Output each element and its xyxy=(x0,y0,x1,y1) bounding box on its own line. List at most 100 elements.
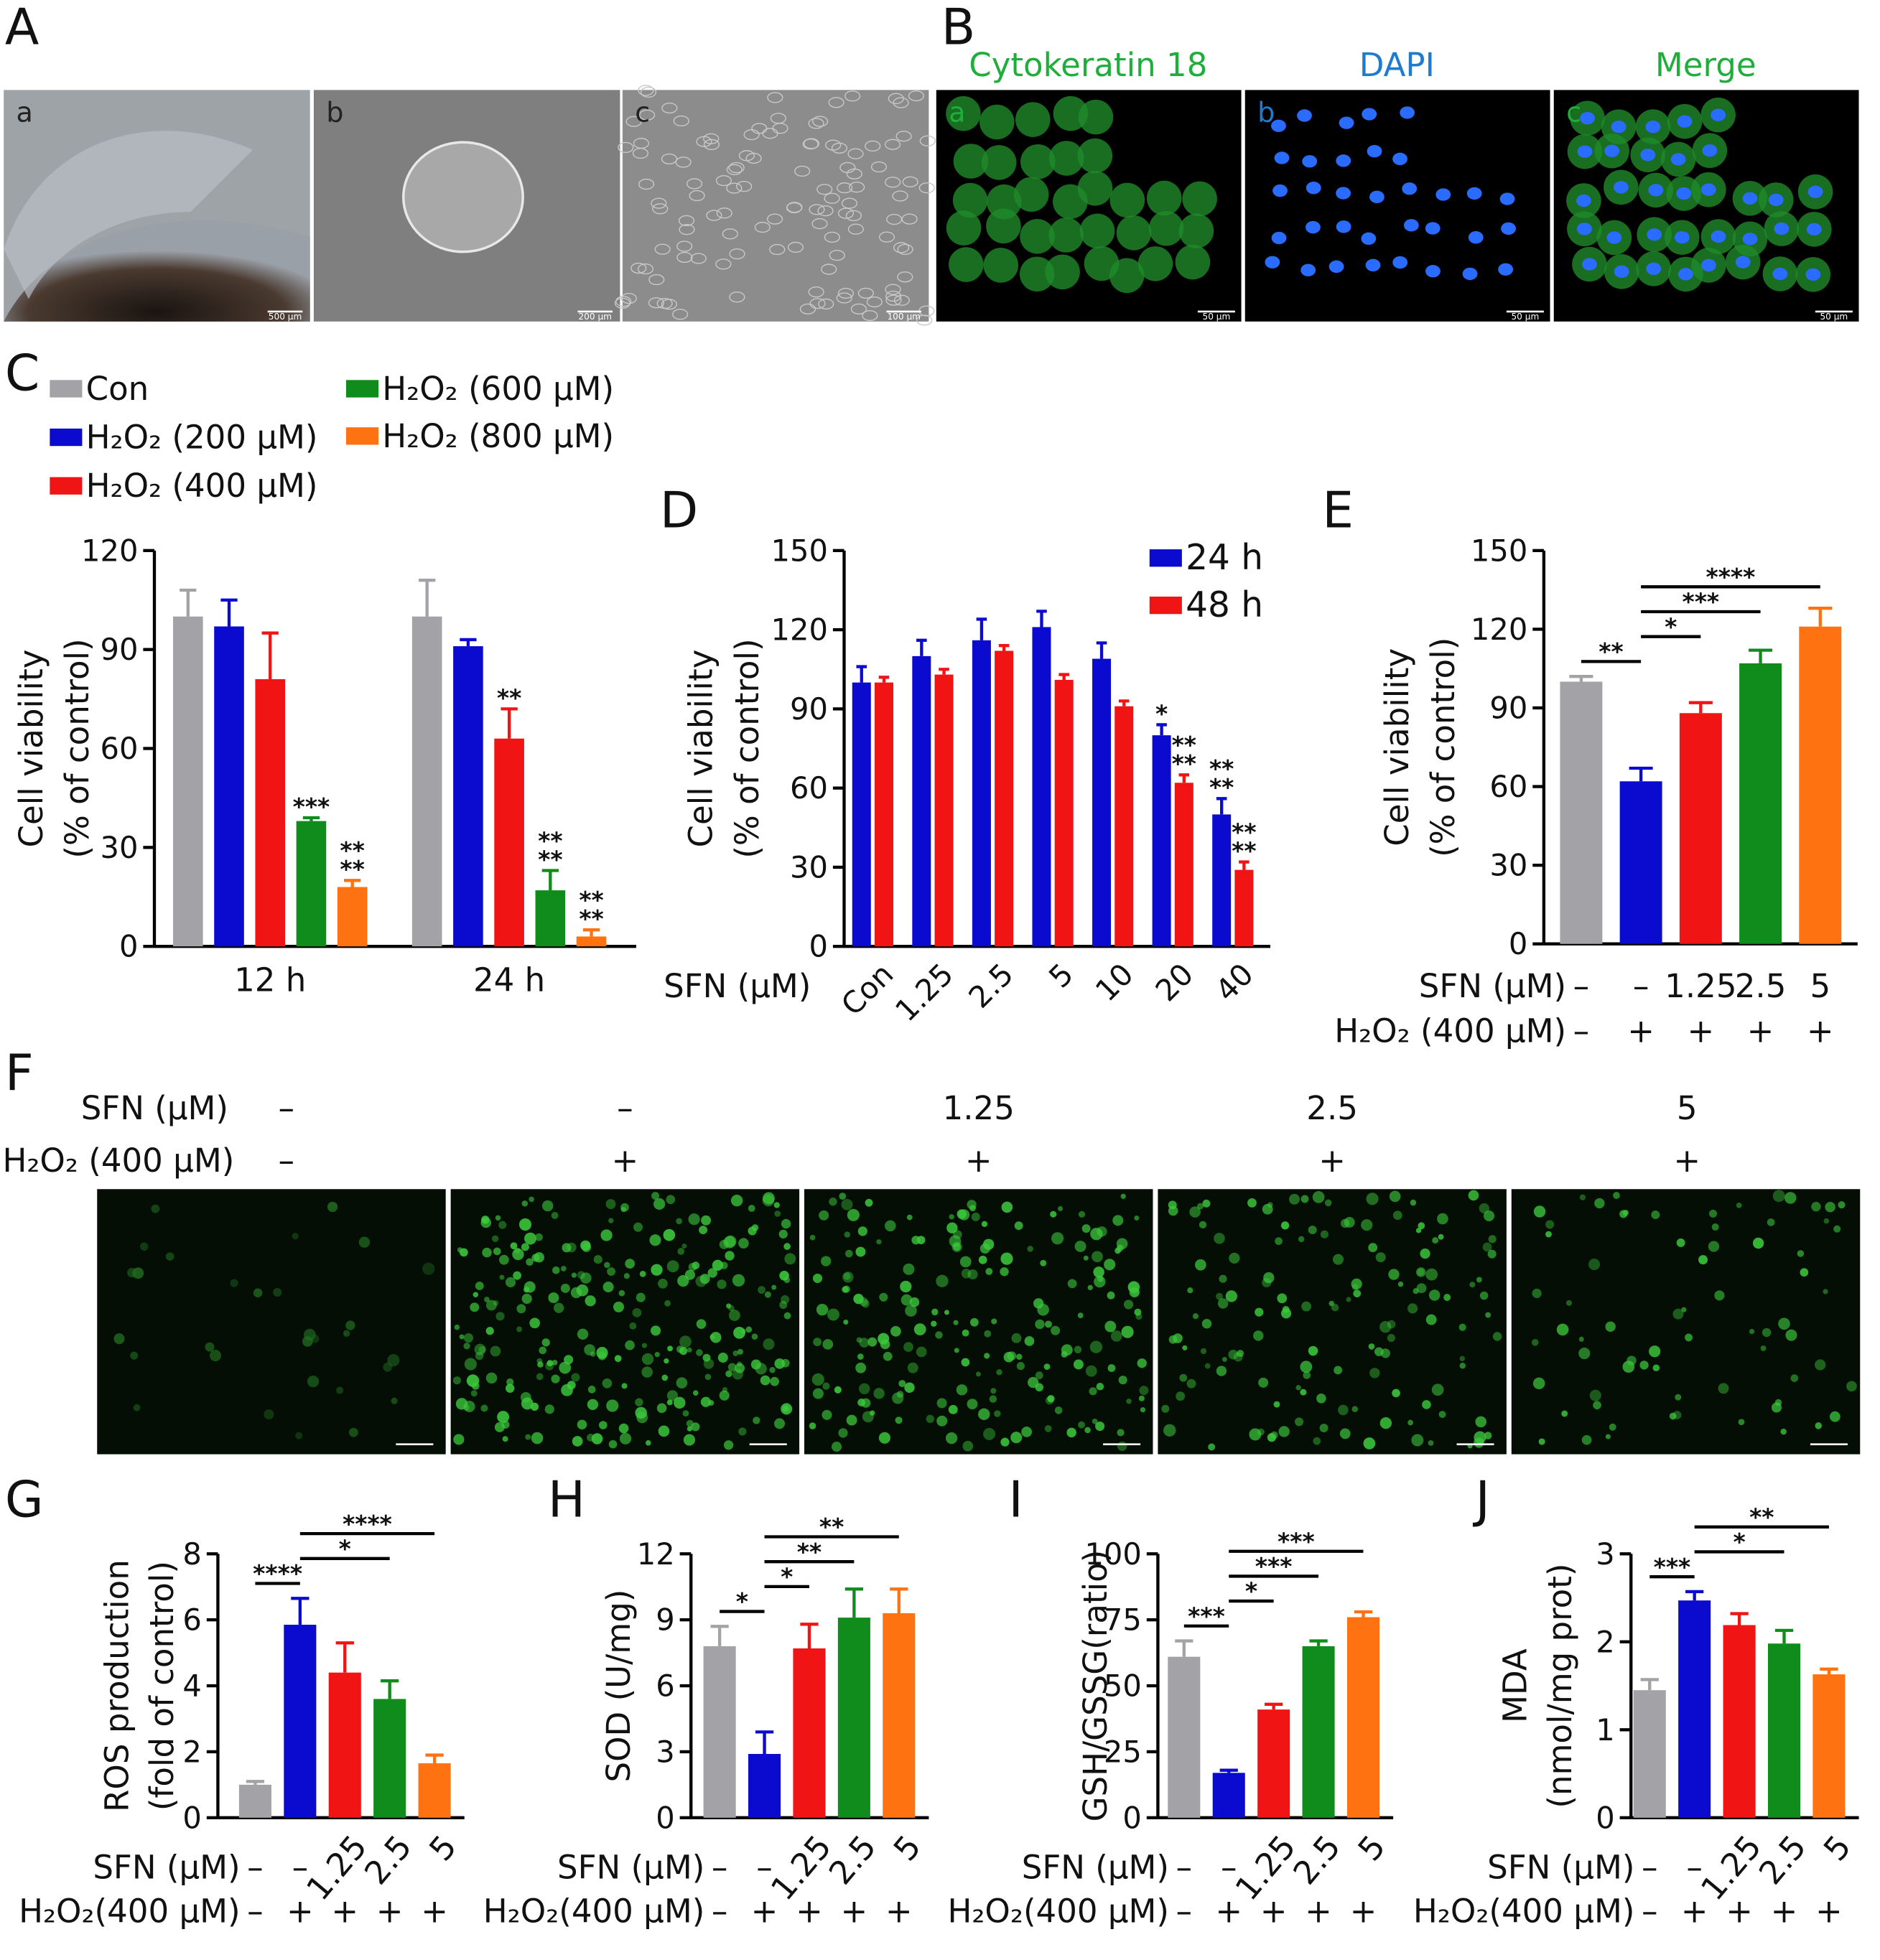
cell xyxy=(1089,1387,1097,1396)
cell xyxy=(1438,1411,1446,1419)
cell xyxy=(885,294,902,306)
cell xyxy=(481,1215,490,1224)
cell xyxy=(493,1247,501,1256)
cell xyxy=(666,1260,679,1273)
cell xyxy=(625,116,642,127)
cell xyxy=(536,1373,544,1381)
cell xyxy=(879,1292,888,1302)
cell xyxy=(666,1399,673,1406)
nucleus xyxy=(1772,267,1788,281)
cell xyxy=(630,262,647,274)
cell xyxy=(1397,1282,1404,1287)
cell xyxy=(812,1274,823,1284)
cell xyxy=(1605,1434,1611,1439)
cell xyxy=(837,287,855,299)
cell xyxy=(1273,1401,1280,1408)
cell xyxy=(1013,177,1049,212)
nucleus xyxy=(1392,152,1407,166)
cell xyxy=(732,1350,739,1356)
cell xyxy=(1067,1279,1077,1289)
error-bar xyxy=(710,1625,729,1646)
significance-label: *** xyxy=(293,793,330,821)
error-bar xyxy=(302,816,320,821)
cell xyxy=(1652,1364,1660,1372)
cell xyxy=(1774,1399,1782,1406)
cell xyxy=(738,1427,747,1436)
row-value: + xyxy=(376,1892,404,1930)
cell xyxy=(1708,1209,1718,1218)
cell xyxy=(1613,1192,1620,1199)
cell xyxy=(607,1267,616,1276)
cell xyxy=(1431,1383,1444,1396)
cell xyxy=(704,1373,712,1381)
y-tick-label: 3 xyxy=(656,1734,674,1769)
bar xyxy=(1302,1646,1335,1818)
nucleus xyxy=(1711,230,1726,243)
y-tick-label: 2 xyxy=(1596,1624,1614,1659)
cell xyxy=(1107,1291,1115,1299)
cell xyxy=(1000,1252,1013,1265)
y-tick-label: 60 xyxy=(790,770,828,806)
cell xyxy=(1092,1418,1098,1424)
cell xyxy=(311,1334,320,1343)
cell xyxy=(885,290,902,302)
cell xyxy=(898,1380,906,1388)
cell xyxy=(571,1272,577,1278)
row-value: – xyxy=(1573,1012,1590,1050)
cell xyxy=(1093,1266,1104,1278)
cell xyxy=(1468,1190,1479,1201)
nucleus xyxy=(1701,258,1716,272)
nucleus xyxy=(1702,144,1718,157)
significance-label: * xyxy=(1665,612,1677,640)
cell xyxy=(682,1410,689,1417)
cell xyxy=(535,1233,543,1241)
cell xyxy=(774,1418,786,1429)
bar xyxy=(214,626,244,947)
cell xyxy=(1483,1210,1495,1222)
cell xyxy=(1021,1427,1033,1437)
row-value: – xyxy=(1176,1849,1193,1887)
cell xyxy=(1081,1224,1091,1233)
scale-bar-label: 200 µm xyxy=(578,312,612,322)
row-value: 2.5 xyxy=(1286,1828,1349,1892)
micrograph xyxy=(622,90,929,322)
cell xyxy=(1137,246,1173,281)
cell xyxy=(1375,1252,1386,1263)
row-value: 1.25 xyxy=(1665,967,1736,1005)
cell xyxy=(853,1293,864,1305)
cell xyxy=(892,1392,904,1404)
cell xyxy=(1649,1345,1661,1358)
cell xyxy=(1277,1293,1288,1304)
cell xyxy=(885,1220,896,1232)
cell xyxy=(1077,170,1113,206)
bar xyxy=(1799,626,1842,944)
significance-label: * xyxy=(781,1562,793,1590)
y-tick-label: 12 xyxy=(637,1536,675,1572)
cell xyxy=(803,138,820,149)
x-tick-label: 2.5 xyxy=(962,956,1020,1014)
cell xyxy=(648,297,665,309)
cell xyxy=(641,1343,647,1348)
cell xyxy=(1033,1298,1044,1309)
bar xyxy=(1092,658,1112,947)
cell xyxy=(919,135,936,146)
cell xyxy=(560,1284,570,1293)
cell xyxy=(1675,1394,1682,1401)
cell xyxy=(1410,1199,1417,1206)
cell xyxy=(1411,1434,1424,1447)
bar xyxy=(284,1625,317,1818)
significance-label: ** xyxy=(1209,755,1234,783)
cell xyxy=(846,1414,857,1426)
cell xyxy=(715,174,732,187)
cell xyxy=(605,1199,616,1209)
tissue xyxy=(4,220,310,322)
cell xyxy=(1609,1423,1616,1431)
cell xyxy=(1488,1235,1497,1243)
nucleus xyxy=(1466,187,1482,200)
nucleus xyxy=(1670,153,1686,166)
row-value: + xyxy=(885,1892,913,1930)
panel-letter: C xyxy=(5,345,39,403)
cell xyxy=(1538,1438,1545,1445)
cell xyxy=(667,1345,673,1352)
cell xyxy=(886,213,903,225)
